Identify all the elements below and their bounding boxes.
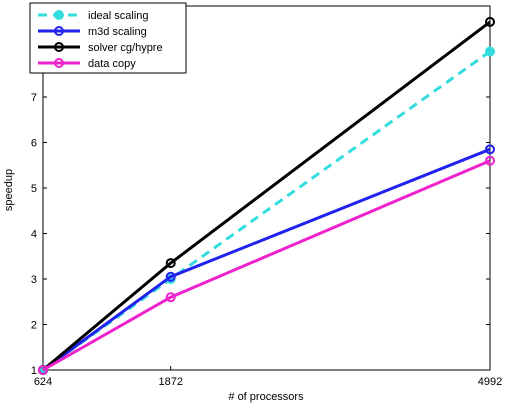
- x-tick-label: 624: [34, 376, 52, 388]
- data-point-solver-cg-hypre: [485, 16, 495, 27]
- legend-label: solver cg/hypre: [88, 42, 163, 54]
- legend-swatch-marker: [54, 26, 64, 36]
- legend: ideal scaling m3d scaling solver cg/hypre d…: [29, 2, 187, 74]
- data-point-solver-cg-hypre: [165, 258, 176, 269]
- legend-label: m3d scaling: [88, 26, 147, 38]
- y-tick-label: 7: [31, 92, 37, 104]
- y-tick-label: 6: [31, 138, 37, 150]
- series-line-solver-cg-hypre: [42, 20, 491, 372]
- y-tick-label: 5: [31, 183, 37, 195]
- legend-label: data copy: [88, 58, 136, 70]
- series-line-m3d-scaling: [42, 147, 491, 372]
- y-tick-label: 2: [31, 320, 37, 332]
- x-axis-label: # of processors: [228, 391, 304, 403]
- data-point-data-copy: [485, 155, 495, 166]
- x-tick-label: 4992: [478, 376, 502, 388]
- x-tick-label: 1872: [158, 376, 182, 388]
- data-point-ideal-scaling: [485, 46, 495, 57]
- legend-swatch-marker: [54, 42, 64, 52]
- data-point-data-copy: [165, 292, 176, 303]
- y-tick-label: 3: [31, 274, 37, 286]
- legend-swatch-marker: [54, 10, 64, 20]
- legend-label: ideal scaling: [88, 10, 149, 22]
- legend-swatch-marker: [54, 58, 64, 68]
- data-point-data-copy: [38, 365, 48, 375]
- data-point-m3d-scaling: [165, 271, 176, 282]
- series-line-data-copy: [42, 159, 491, 372]
- y-axis-label: speedup: [3, 169, 15, 211]
- y-tick-label: 1: [31, 365, 37, 377]
- series-layer: [38, 16, 495, 375]
- data-point-m3d-scaling: [485, 144, 495, 155]
- y-tick-label: 4: [31, 229, 37, 241]
